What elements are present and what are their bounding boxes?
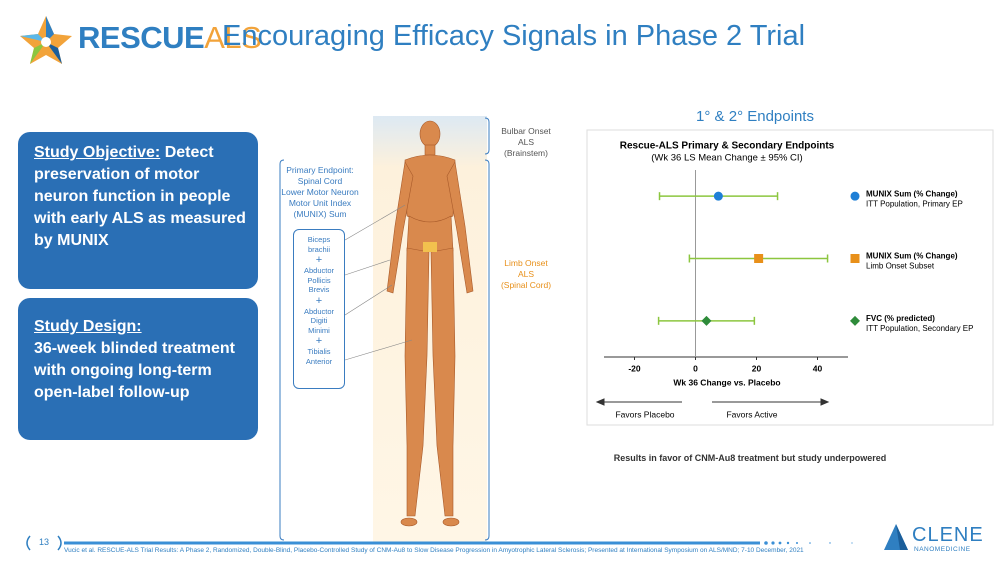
body-figure (373, 116, 487, 544)
legend-description: ITT Population, Secondary EP (866, 324, 973, 333)
legend-description: Limb Onset Subset (866, 262, 935, 271)
label-line: Motor Unit Index (288, 198, 352, 208)
label-line: ALS (517, 137, 535, 147)
legend-marker (850, 254, 860, 263)
plus-sign: + (315, 294, 323, 307)
point-estimate (701, 315, 712, 326)
label-line: Bulbar Onset (501, 126, 551, 136)
muscle-name: Biceps (307, 235, 331, 244)
label-line: Primary Endpoint: (286, 165, 354, 175)
muscle-box: Biceps brachii + Abductor Pollicis Brevis + Abd… (293, 229, 345, 389)
muscle-name: brachii (307, 244, 331, 254)
design-heading: Study Design: (34, 318, 142, 335)
legend-marker (850, 315, 860, 326)
legend-name: FVC (% predicted) (866, 314, 935, 323)
limb-bracket (484, 159, 490, 541)
chart-title: Rescue-ALS Primary & Secondary Endpoints (620, 141, 835, 152)
brand-accent: ALS (204, 20, 262, 55)
label-line: (Brainstem) (504, 148, 548, 158)
endpoints-heading: 1° & 2° Endpoints (696, 108, 814, 125)
left-annotation: Favors Placebo (615, 409, 674, 419)
legend-description: ITT Population, Primary EP (866, 199, 963, 208)
label-line: (MUNIX) Sum (293, 209, 347, 219)
chart-subtitle: (Wk 36 LS Mean Change ± 95% CI) (651, 153, 802, 164)
bulbar-bracket (484, 117, 490, 155)
muscle-name: Pollicis (307, 275, 331, 285)
muscle-name: Abductor (303, 266, 335, 275)
label-line: Limb Onset (504, 258, 548, 268)
x-tick-label: -20 (628, 363, 641, 373)
muscle-name: Digiti (310, 316, 328, 325)
slide-title: Encouraging Efficacy Signals in Phase 2 … (222, 20, 806, 52)
label-line: (Spinal Cord) (500, 280, 552, 290)
primary-bracket (279, 159, 285, 541)
chart-frame (586, 129, 994, 426)
x-tick-label: 0 (693, 363, 698, 373)
plus-sign: + (315, 335, 323, 347)
citation: Vucic et al. RESCUE-ALS Trial Results: A… (64, 547, 804, 554)
muscle-name: Abductor (303, 306, 335, 316)
objective-box: Study Objective: Detect preservation of … (18, 132, 258, 289)
bulbar-label: Bulbar Onset ALS (Brainstem) (492, 126, 560, 159)
limb-label: Limb Onset ALS (Spinal Cord) (492, 258, 560, 291)
muscle-name: Brevis (308, 285, 330, 294)
logo-star (20, 16, 72, 64)
point-estimate (754, 254, 764, 263)
legend-name: MUNIX Sum (% Change) (866, 252, 958, 261)
x-tick-label: 20 (752, 363, 762, 373)
brand-main: RESCUE (78, 20, 205, 55)
objective-heading: Study Objective: (34, 144, 161, 161)
muscle-name: Tibialis (307, 347, 331, 356)
legend-name: MUNIX Sum (% Change) (866, 189, 958, 198)
label-line: Lower Motor Neuron (281, 187, 359, 197)
primary-endpoint: Primary Endpoint: Spinal Cord Lower Moto… (276, 165, 364, 220)
objective-text: Detect preservation of motor neuron func… (34, 144, 246, 249)
muscle-name: Minimi (308, 325, 330, 335)
design-box: Study Design: 36-week blinded treatment … (18, 298, 258, 440)
brand: RESCUEALS (78, 20, 262, 56)
favor-arrows (595, 398, 830, 406)
muscle-name: Anterior (305, 356, 333, 366)
right-annotation: Favors Active (726, 409, 777, 419)
legend-marker (850, 191, 860, 201)
label-line: ALS (517, 269, 535, 279)
point-estimate (713, 191, 723, 201)
clene-logo: CLENE (912, 524, 984, 546)
x-axis-label: Wk 36 Change vs. Placebo (673, 377, 780, 387)
clene-sub: NANOMEDICINE (914, 546, 971, 553)
page-number: 13 (38, 537, 49, 547)
design-text: 36-week blinded treatment with ongoing l… (34, 340, 235, 401)
x-tick-label: 40 (813, 363, 823, 373)
label-line: Spinal Cord (297, 176, 343, 186)
caption: Results in favor of CNM-Au8 treatment bu… (613, 453, 887, 463)
pointer-lines (344, 204, 413, 361)
plus-sign: + (315, 254, 323, 266)
